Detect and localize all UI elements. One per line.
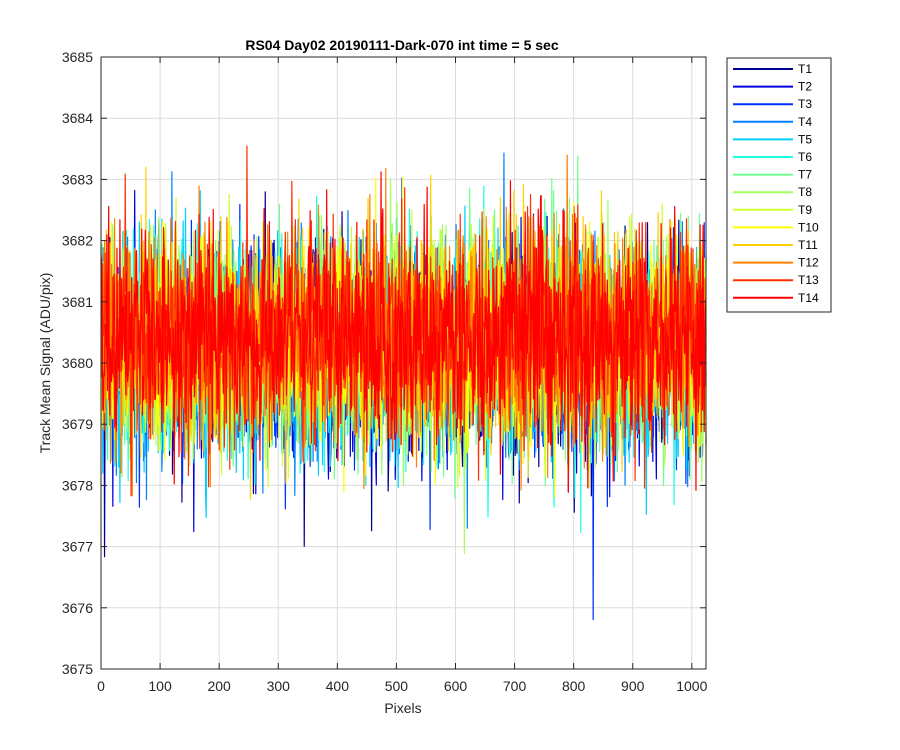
y-tick-label: 3677 (62, 539, 93, 555)
x-tick-label: 100 (148, 678, 172, 694)
series-line-t14 (100, 171, 707, 493)
x-tick-label: 700 (503, 678, 527, 694)
legend-label-t9: T9 (798, 203, 812, 217)
y-tick-label: 3680 (62, 355, 93, 371)
legend-label-t14: T14 (798, 291, 819, 305)
x-tick-label: 200 (207, 678, 231, 694)
x-tick-label: 400 (326, 678, 350, 694)
x-axis-label: Pixels (384, 700, 421, 716)
y-tick-label: 3681 (62, 294, 93, 310)
legend: T1 T2 T3 T4 T5 T6 T7 T8 T9 T10 T11 T12 T13 T14 (726, 57, 832, 313)
legend-label-t6: T6 (798, 150, 812, 164)
x-tick-label: 300 (267, 678, 291, 694)
x-tick-label: 1000 (676, 678, 707, 694)
y-axis-label: Track Mean Signal (ADU/pix) (37, 273, 53, 454)
y-tick-label: 3682 (62, 233, 93, 249)
legend-label-t4: T4 (798, 115, 812, 129)
y-tick-label: 3678 (62, 477, 93, 493)
legend-label-t1: T1 (798, 62, 812, 76)
y-tick-label: 3676 (62, 600, 93, 616)
x-tick-label: 800 (562, 678, 586, 694)
legend-box (726, 57, 832, 313)
legend-label-t11: T11 (798, 238, 818, 252)
plot-area: 0 100 200 300 400 500 600 700 800 900 1000 3675 3676… (62, 49, 708, 694)
legend-label-t7: T7 (798, 168, 812, 182)
y-tick-label: 3683 (62, 171, 93, 187)
legend-label-t2: T2 (798, 80, 812, 94)
x-tick-label: 500 (385, 678, 409, 694)
x-tick-label: 900 (621, 678, 645, 694)
x-tick-label: 0 (97, 678, 105, 694)
y-tick-label: 3679 (62, 416, 93, 432)
series-group (100, 145, 707, 621)
axis-ticks: 0 100 200 300 400 500 600 700 800 900 1000 3675 3676… (62, 49, 708, 694)
legend-label-t12: T12 (798, 256, 819, 270)
legend-label-t5: T5 (798, 132, 812, 146)
x-tick-label: 600 (444, 678, 468, 694)
legend-label-t3: T3 (798, 97, 812, 111)
y-tick-label: 3675 (62, 661, 93, 677)
legend-label-t8: T8 (798, 185, 812, 199)
legend-label-t10: T10 (798, 220, 819, 234)
chart-title: RS04 Day02 20190111-Dark-070 int time = … (245, 37, 558, 53)
legend-label-t13: T13 (798, 273, 819, 287)
y-tick-label: 3684 (62, 110, 93, 126)
y-tick-label: 3685 (62, 49, 93, 65)
